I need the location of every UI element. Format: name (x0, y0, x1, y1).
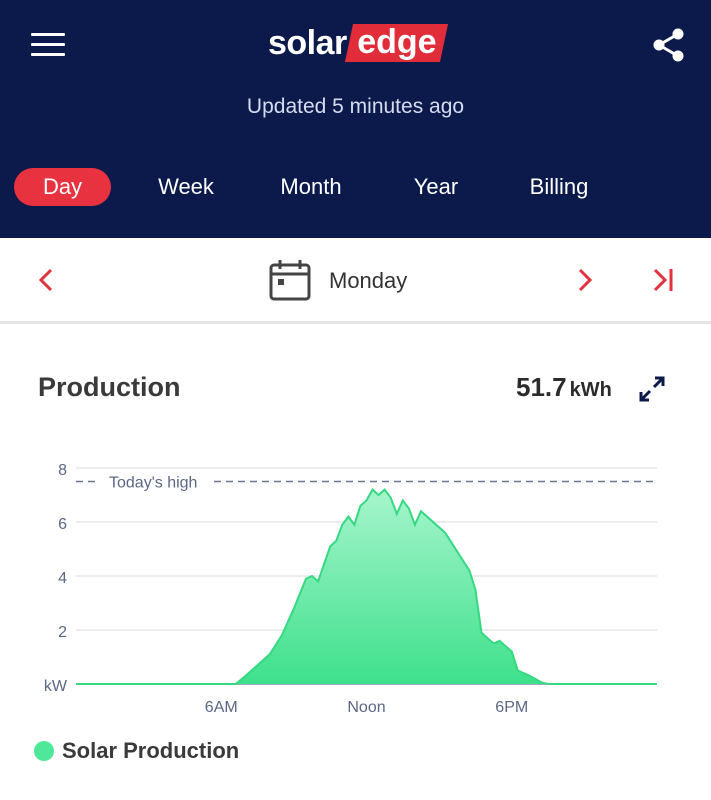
period-tabs: Day Week Month Year Billing (0, 168, 711, 208)
x-tick-label: Noon (347, 699, 385, 716)
calendar-icon[interactable] (268, 258, 312, 302)
production-chart: Today's high 2 4 6 8 kW 6AM Noon 6PM (44, 462, 657, 716)
expand-icon[interactable] (638, 375, 666, 403)
x-tick-label: 6AM (205, 699, 238, 716)
app-header: solar edge Updated 5 minutes ago Day Wee… (0, 0, 711, 238)
series-area-fill (76, 489, 657, 684)
updated-status-text: Updated 5 minutes ago (246, 95, 465, 118)
legend-label: Solar Production (62, 738, 240, 763)
y-tick-label: 2 (58, 624, 67, 641)
skip-to-end-icon[interactable] (646, 262, 680, 298)
date-navigation-bar: Monday (0, 238, 711, 324)
production-value: 51.7 (516, 372, 567, 402)
production-total: 51.7 kWh (516, 372, 612, 403)
series-line (76, 488, 657, 685)
tab-year[interactable]: Year (413, 174, 459, 199)
chart-legend: Solar Production (34, 738, 239, 764)
hamburger-menu-icon[interactable] (31, 30, 67, 60)
production-unit: kWh (569, 379, 612, 401)
tab-billing[interactable]: Billing (529, 174, 589, 199)
logo-text-edge: edge (344, 23, 449, 62)
y-unit-label: kW (44, 678, 68, 695)
logo-text-solar: solar (268, 23, 347, 62)
share-icon[interactable] (650, 26, 688, 64)
tab-day[interactable]: Day (14, 168, 111, 206)
x-tick-label: 6PM (495, 699, 528, 716)
chevron-left-icon[interactable] (30, 262, 64, 298)
reference-line-label: Today's high (109, 475, 197, 492)
y-tick-label: 6 (58, 516, 67, 533)
legend-swatch (34, 741, 54, 761)
y-tick-label: 4 (58, 570, 67, 587)
y-tick-label: 8 (58, 462, 67, 479)
production-title: Production (38, 372, 181, 402)
selected-date-label[interactable]: Monday (329, 268, 408, 293)
tab-week[interactable]: Week (158, 174, 214, 199)
solaredge-logo: solar edge (268, 22, 449, 64)
tab-month[interactable]: Month (280, 174, 342, 199)
production-card: Production 51.7 kWh (0, 327, 711, 800)
chevron-right-icon[interactable] (569, 262, 603, 298)
